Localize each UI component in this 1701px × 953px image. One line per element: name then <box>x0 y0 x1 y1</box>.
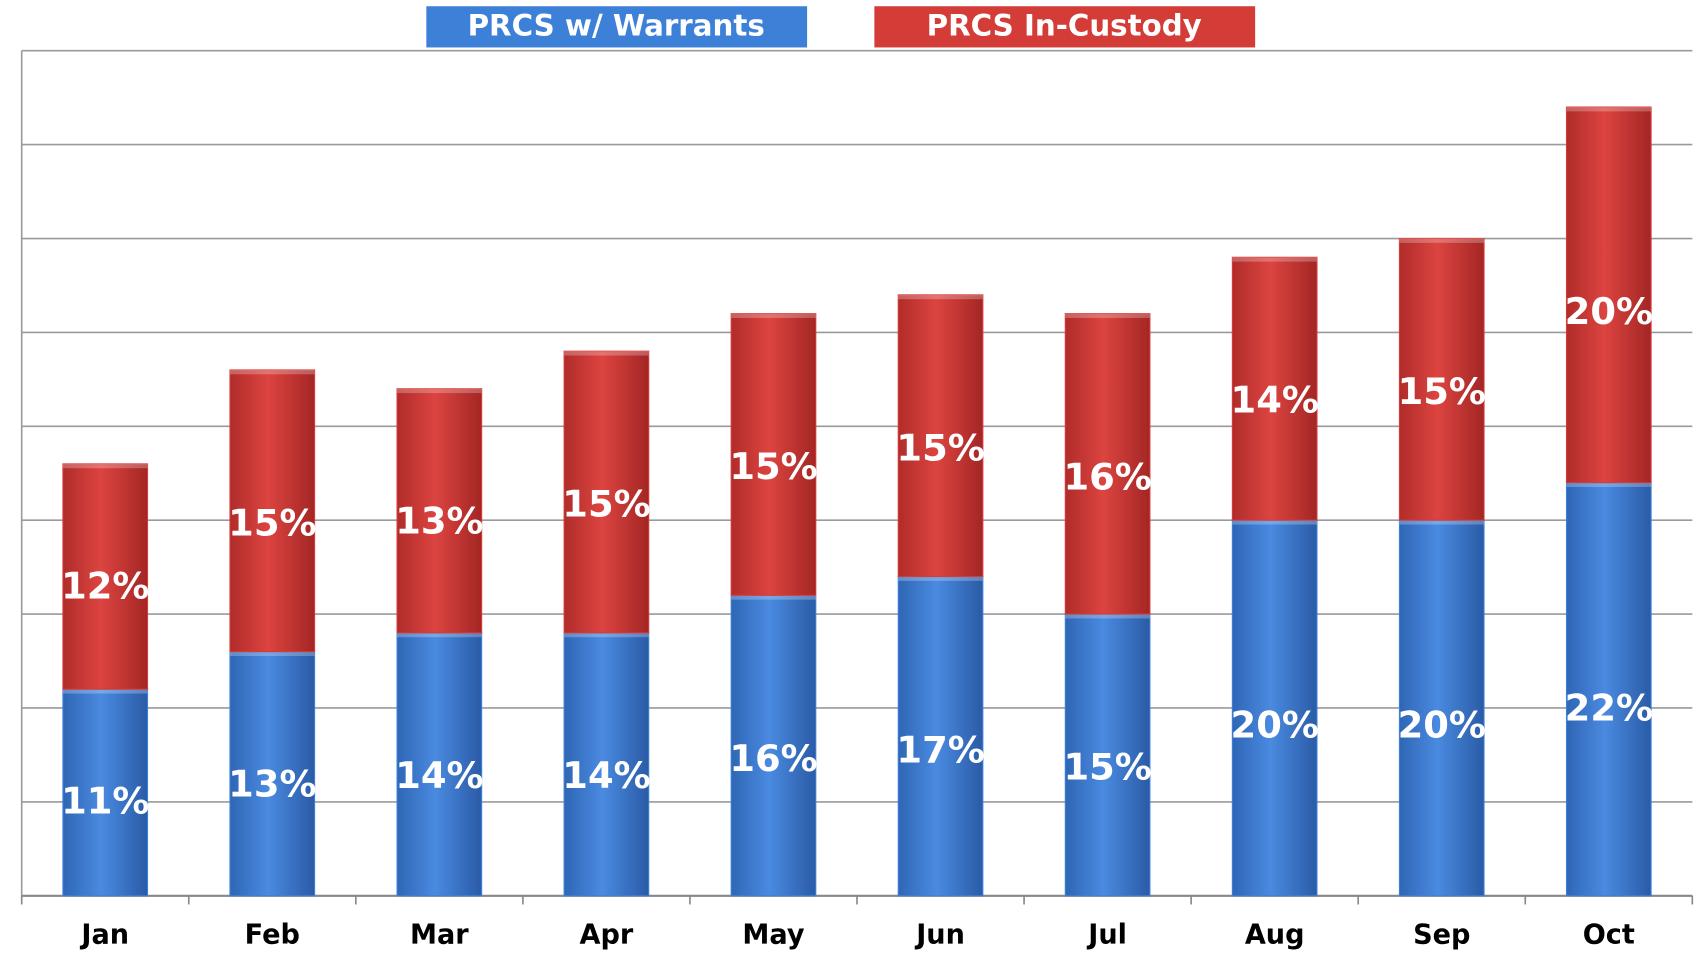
x-tick-label: Jul <box>1086 919 1127 950</box>
bar-segment <box>1565 482 1652 897</box>
bar-cap <box>1232 520 1317 525</box>
data-label: 16% <box>729 737 817 780</box>
bar-segment <box>563 350 650 634</box>
data-label: 14% <box>562 754 650 797</box>
bar-segment <box>396 388 483 634</box>
bar-cap <box>1065 313 1150 318</box>
bar-segment <box>1231 256 1318 521</box>
bar-segment <box>1064 313 1151 615</box>
bar-cap <box>62 689 148 694</box>
data-label: 11% <box>61 779 149 822</box>
bar-cap <box>898 576 983 581</box>
bar-segment <box>229 369 316 653</box>
bar-cap <box>229 369 315 375</box>
bar-segment <box>1565 106 1652 484</box>
bar-cap <box>564 351 649 356</box>
bar-cap <box>62 463 148 469</box>
data-label: 17% <box>896 729 984 772</box>
bar-segment <box>1231 519 1318 897</box>
bar-segment <box>897 575 984 897</box>
bar-cap <box>1399 238 1485 243</box>
x-tick-label: Aug <box>1245 919 1305 950</box>
bar-cap <box>898 294 983 300</box>
legend-swatch <box>426 6 808 48</box>
x-tick-label: Jan <box>79 919 129 950</box>
bar-segment <box>563 632 650 897</box>
data-label: 13% <box>395 500 483 543</box>
bar-segment <box>1398 519 1485 897</box>
data-label: 15% <box>228 501 316 544</box>
x-tick-label: Oct <box>1583 919 1635 950</box>
bar-segment <box>396 632 483 897</box>
bar-cap <box>1065 614 1150 619</box>
data-label: 12% <box>61 564 149 607</box>
bar-segment <box>1398 237 1485 521</box>
bar-cap <box>1566 482 1652 487</box>
bar-segment <box>1064 613 1151 897</box>
bar-cap <box>1399 520 1485 525</box>
bar-cap <box>1232 257 1317 262</box>
bar-segment <box>62 463 149 690</box>
data-label: 14% <box>395 754 483 797</box>
legend-label: PRCS In-Custody <box>927 8 1202 42</box>
bar-segment <box>897 294 984 578</box>
bar-segment <box>229 651 316 897</box>
bar-segment <box>730 594 817 897</box>
data-label: 14% <box>1231 378 1319 421</box>
x-tick-label: Sep <box>1413 919 1470 950</box>
data-label: 15% <box>1398 370 1486 413</box>
data-label: 15% <box>729 445 817 488</box>
x-tick-label: Mar <box>410 919 469 950</box>
x-tick-label: Apr <box>580 919 634 950</box>
x-tick-label: Jun <box>914 919 965 950</box>
data-label: 22% <box>1565 686 1653 729</box>
data-label: 20% <box>1565 290 1653 333</box>
data-label: 15% <box>1063 746 1151 789</box>
x-tick-label: May <box>742 919 804 950</box>
bar-segment <box>730 313 817 596</box>
legend-swatch <box>874 6 1256 48</box>
bar-cap <box>397 632 482 638</box>
data-label: 15% <box>562 483 650 526</box>
bar-cap <box>731 313 816 318</box>
legend-label: PRCS w/ Warrants <box>468 8 765 42</box>
bar-cap <box>229 651 315 656</box>
x-tick-label: Feb <box>245 919 300 950</box>
data-label: 20% <box>1398 703 1486 746</box>
bar-cap <box>1566 107 1652 112</box>
data-label: 15% <box>896 426 984 469</box>
data-label: 20% <box>1231 703 1319 746</box>
bar-cap <box>397 388 482 394</box>
data-label: 13% <box>228 762 316 805</box>
bar-cap <box>731 595 816 600</box>
bar-cap <box>564 632 649 638</box>
data-label: 16% <box>1063 455 1151 498</box>
bar-segment <box>62 688 149 897</box>
